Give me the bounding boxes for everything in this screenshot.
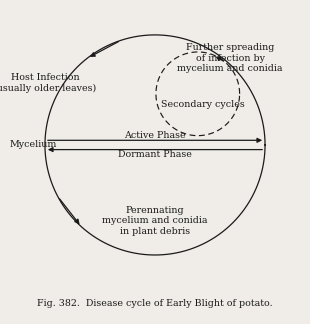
Text: Mycelium: Mycelium [9, 140, 57, 149]
Text: Further spreading
of infection by
mycelium and conidia: Further spreading of infection by myceli… [177, 43, 283, 73]
Text: Fig. 382.  Disease cycle of Early Blight of potato.: Fig. 382. Disease cycle of Early Blight … [37, 298, 273, 307]
Text: Dormant Phase: Dormant Phase [118, 150, 192, 159]
Text: Secondary cycles: Secondary cycles [161, 100, 245, 109]
Text: Perennating
mycelium and conidia
in plant debris: Perennating mycelium and conidia in plan… [102, 206, 208, 236]
Text: Host Infection
(usually older leaves): Host Infection (usually older leaves) [0, 73, 97, 93]
Text: Active Phase: Active Phase [124, 131, 186, 140]
